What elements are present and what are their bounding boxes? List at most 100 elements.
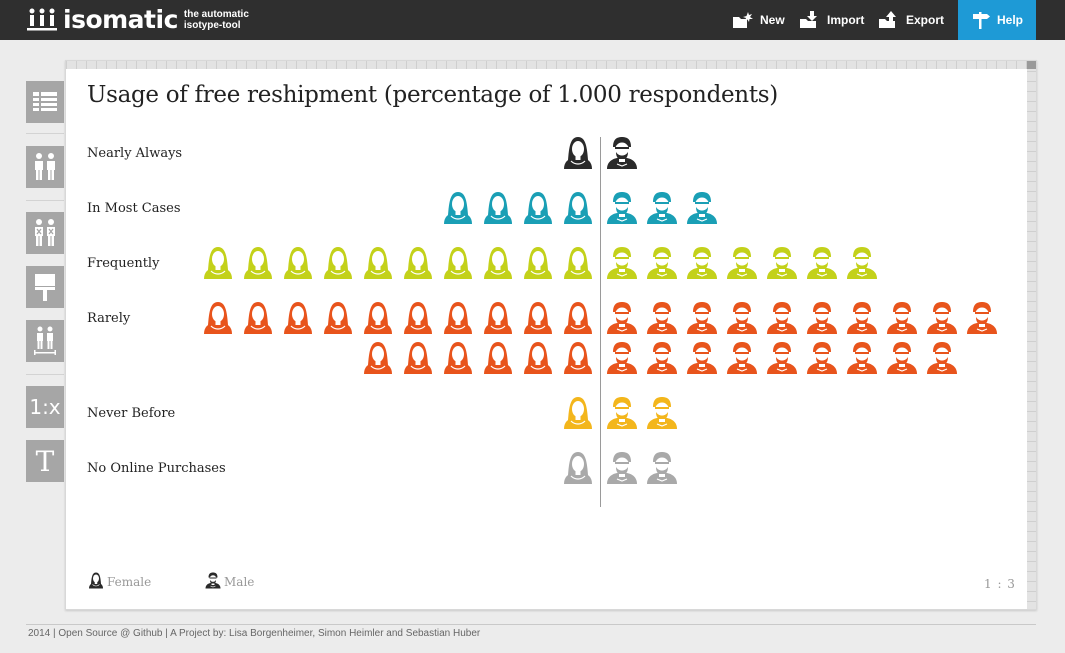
male-person-icon — [847, 302, 877, 334]
data-table-tool[interactable] — [26, 81, 64, 123]
help-button[interactable]: Help — [958, 0, 1036, 40]
import-button[interactable]: Import — [799, 0, 864, 40]
app-name: isomatic — [63, 5, 178, 34]
chart-title[interactable]: Usage of free reshipment (percentage of … — [87, 82, 778, 108]
legend-male-label: Male — [224, 575, 255, 589]
export-icon — [879, 11, 896, 28]
male-person-icon — [647, 192, 677, 224]
size-tool[interactable] — [26, 320, 64, 362]
female-person-icon — [564, 342, 592, 374]
female-person-icon — [324, 247, 352, 279]
female-person-icon — [404, 247, 432, 279]
mark-tool[interactable] — [26, 212, 64, 254]
female-person-icon — [484, 192, 512, 224]
male-person-icon — [687, 342, 717, 374]
ratio-tool[interactable]: 1:x — [26, 386, 64, 428]
female-person-icon — [444, 302, 472, 334]
female-person-icon — [324, 302, 352, 334]
female-person-icon — [364, 342, 392, 374]
male-person-icon — [847, 342, 877, 374]
female-person-icon — [524, 192, 552, 224]
footer-divider — [26, 624, 1036, 625]
male-person-icon — [887, 302, 917, 334]
female-person-icon — [524, 342, 552, 374]
male-person-icon — [807, 302, 837, 334]
female-person-icon — [364, 302, 392, 334]
people-marked-icon — [35, 219, 55, 246]
legend-female-label: Female — [107, 575, 152, 589]
male-person-icon — [887, 342, 917, 374]
ruler-corner — [1027, 61, 1036, 69]
female-person-icon — [244, 302, 272, 334]
female-person-icon — [404, 302, 432, 334]
female-person-icon — [364, 247, 392, 279]
male-person-icon — [767, 247, 797, 279]
male-person-icon — [647, 342, 677, 374]
male-person-icon — [647, 302, 677, 334]
male-person-icon — [727, 247, 757, 279]
export-button[interactable]: Export — [878, 0, 944, 40]
horizontal-ruler — [66, 61, 1036, 69]
female-person-icon — [564, 452, 592, 484]
male-person-icon — [687, 302, 717, 334]
female-person-icon — [524, 247, 552, 279]
signpost-icon — [972, 12, 990, 29]
male-person-icon — [927, 302, 957, 334]
female-person-icon — [484, 342, 512, 374]
male-person-icon — [607, 452, 637, 484]
female-person-icon — [484, 302, 512, 334]
male-person-icon — [727, 302, 757, 334]
new-button-label: New — [760, 13, 785, 27]
sidebar-divider — [26, 374, 64, 375]
male-person-icon — [767, 302, 797, 334]
export-button-label: Export — [906, 13, 945, 27]
text-tool-label: T — [35, 444, 55, 478]
icon-tool[interactable] — [26, 146, 64, 188]
male-person-icon — [927, 342, 957, 374]
male-person-icon — [607, 397, 637, 429]
chart-canvas: Usage of free reshipment (percentage of … — [65, 60, 1037, 610]
female-person-icon — [284, 302, 312, 334]
male-person-icon — [807, 342, 837, 374]
row-label-frequently: Frequently — [87, 256, 160, 271]
paint-brush-icon — [35, 274, 55, 301]
center-axis — [600, 137, 601, 507]
import-icon — [800, 11, 817, 28]
female-person-icon — [444, 192, 472, 224]
male-person-icon — [847, 247, 877, 279]
help-button-label: Help — [996, 13, 1023, 27]
female-person-icon — [244, 247, 272, 279]
top-bar: isomatic the automatic isotype-tool New … — [0, 0, 1065, 40]
scale-ratio[interactable]: 1 : 3 — [984, 577, 1016, 591]
male-person-icon — [607, 247, 637, 279]
vertical-ruler — [1027, 61, 1036, 609]
male-person-icon — [647, 452, 677, 484]
female-person-icon — [444, 247, 472, 279]
color-tool[interactable] — [26, 266, 64, 308]
male-person-icon — [727, 342, 757, 374]
male-person-icon — [807, 247, 837, 279]
female-person-icon — [564, 247, 592, 279]
female-person-icon — [484, 247, 512, 279]
isotype-logo-icon — [27, 7, 57, 33]
app-logo[interactable]: isomatic the automatic isotype-tool — [27, 5, 249, 35]
sidebar-divider — [26, 133, 64, 134]
male-person-icon — [647, 247, 677, 279]
male-person-icon — [647, 397, 677, 429]
ratio-tool-label: 1:x — [29, 395, 61, 419]
male-person-icon — [767, 342, 797, 374]
people-icon — [35, 153, 55, 180]
row-label-no-online-purchases: No Online Purchases — [87, 461, 226, 476]
row-label-in-most-cases: In Most Cases — [87, 201, 181, 216]
text-tool[interactable]: T — [26, 440, 64, 482]
male-person-icon — [607, 137, 637, 169]
male-person-icon — [687, 192, 717, 224]
legend-male-icon — [205, 572, 221, 589]
male-person-icon — [967, 302, 997, 334]
row-label-never-before: Never Before — [87, 406, 176, 421]
female-person-icon — [564, 192, 592, 224]
female-person-icon — [524, 302, 552, 334]
new-button[interactable]: New — [732, 0, 785, 40]
female-person-icon — [204, 247, 232, 279]
female-person-icon — [564, 302, 592, 334]
